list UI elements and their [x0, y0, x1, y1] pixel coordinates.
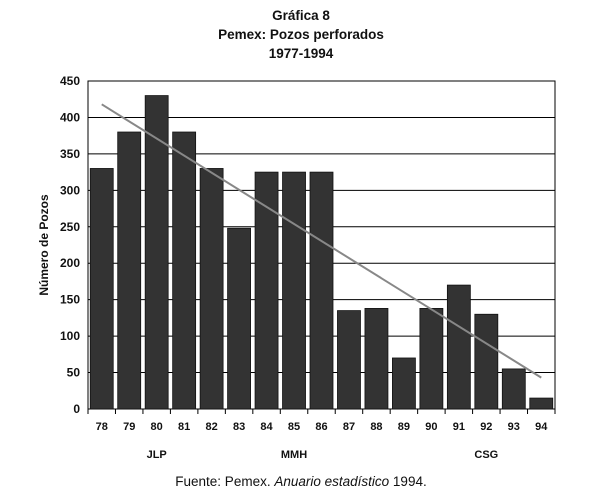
- x-tick-label: 82: [205, 421, 217, 433]
- x-tick-label: 90: [425, 421, 437, 433]
- x-tick-label: 84: [260, 421, 273, 433]
- source-note: Fuente: Pemex. Anuario estadístico 1994.: [0, 474, 602, 489]
- trend-line: [101, 103, 542, 379]
- source-suffix: 1994.: [389, 474, 427, 489]
- x-tick-label: 91: [453, 421, 465, 433]
- bar-chart: 0 50 100 150 200 250 300 350 400 450 78 79 80 81 82 83 8…: [37, 74, 556, 461]
- x-tick-label: 86: [315, 421, 327, 433]
- x-tick-label: 79: [123, 421, 135, 433]
- source-title: Anuario estadístico: [274, 474, 390, 489]
- y-tick-label: 300: [60, 183, 80, 197]
- x-tick-label: 89: [398, 421, 410, 433]
- y-tick-label: 450: [60, 74, 80, 88]
- bar: [474, 313, 499, 410]
- bar: [337, 310, 361, 410]
- y-tick-label: 100: [60, 329, 80, 343]
- bar: [364, 308, 389, 410]
- x-tick-label: 93: [508, 421, 520, 433]
- x-tick-label: 80: [151, 421, 163, 433]
- x-tick-label: 87: [343, 421, 355, 433]
- y-axis-label: Número de Pozos: [37, 194, 51, 296]
- period-label: JLP: [147, 449, 167, 461]
- bar: [199, 168, 224, 410]
- bar: [117, 131, 142, 410]
- bar: [282, 171, 306, 410]
- bar: [227, 227, 251, 410]
- bar: [392, 357, 416, 410]
- y-tick-label: 250: [60, 220, 80, 234]
- source-prefix: Fuente: Pemex.: [175, 474, 275, 489]
- y-tick-label: 200: [60, 256, 80, 270]
- period-label: MMH: [281, 449, 307, 461]
- bar: [89, 168, 114, 410]
- bar: [529, 397, 554, 410]
- bar: [501, 368, 526, 410]
- bar: [419, 308, 444, 410]
- x-tick-label: 88: [370, 421, 382, 433]
- bar: [144, 95, 169, 410]
- y-tick-label: 400: [60, 110, 80, 124]
- bar: [446, 284, 471, 410]
- chart-title: Gráfica 8: [272, 8, 330, 23]
- x-tick-label: 83: [233, 421, 245, 433]
- y-tick-label: 50: [67, 366, 81, 380]
- x-tick-label: 78: [96, 421, 108, 433]
- y-tick-label: 150: [60, 293, 80, 307]
- chart-period: 1977-1994: [268, 46, 334, 61]
- x-tick-label: 92: [480, 421, 492, 433]
- x-tick-label: 85: [288, 421, 300, 433]
- y-tick-label: 0: [73, 402, 80, 416]
- chart-title-block: Gráfica 8 Pemex: Pozos perforados 1977-1…: [0, 6, 602, 63]
- bar: [309, 171, 334, 410]
- x-tick-label: 81: [178, 421, 190, 433]
- x-tick-label: 94: [535, 421, 548, 433]
- bar: [172, 131, 197, 410]
- y-tick-label: 350: [60, 147, 80, 161]
- chart-subtitle: Pemex: Pozos perforados: [218, 27, 384, 42]
- bar: [254, 171, 279, 410]
- period-label: CSG: [474, 449, 498, 461]
